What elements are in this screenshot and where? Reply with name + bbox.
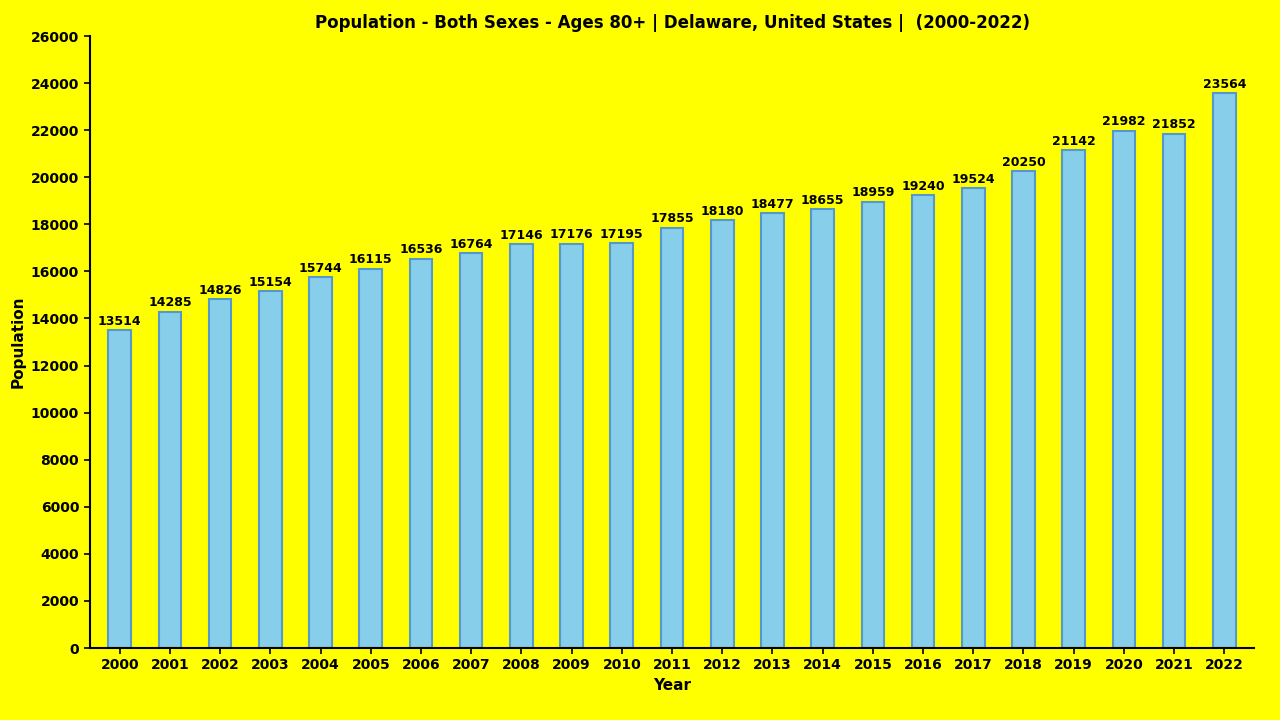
- Bar: [1012, 171, 1034, 648]
- Text: 17176: 17176: [550, 228, 594, 241]
- Bar: [209, 299, 232, 648]
- Bar: [1112, 130, 1135, 648]
- Bar: [511, 244, 532, 648]
- Text: 21982: 21982: [1102, 115, 1146, 128]
- Text: 20250: 20250: [1001, 156, 1046, 169]
- Bar: [611, 243, 634, 648]
- Bar: [1062, 150, 1085, 648]
- Text: 14285: 14285: [148, 297, 192, 310]
- Bar: [561, 243, 582, 648]
- Bar: [1213, 94, 1235, 648]
- Text: 14826: 14826: [198, 284, 242, 297]
- Text: 16764: 16764: [449, 238, 493, 251]
- Text: 18180: 18180: [700, 204, 744, 217]
- Bar: [660, 228, 684, 648]
- Text: 16536: 16536: [399, 243, 443, 256]
- Text: 21852: 21852: [1152, 118, 1196, 131]
- Bar: [812, 209, 833, 648]
- X-axis label: Year: Year: [653, 678, 691, 693]
- Bar: [159, 312, 182, 648]
- Bar: [710, 220, 733, 648]
- Text: 19524: 19524: [951, 173, 995, 186]
- Text: 18959: 18959: [851, 186, 895, 199]
- Text: 17146: 17146: [499, 229, 543, 242]
- Text: 18477: 18477: [750, 198, 794, 211]
- Text: 17855: 17855: [650, 212, 694, 225]
- Bar: [762, 213, 783, 648]
- Text: 15744: 15744: [298, 262, 343, 275]
- Bar: [259, 292, 282, 648]
- Text: 13514: 13514: [97, 315, 142, 328]
- Bar: [360, 269, 381, 648]
- Text: 18655: 18655: [801, 194, 845, 207]
- Bar: [963, 189, 984, 648]
- Text: 16115: 16115: [349, 253, 393, 266]
- Bar: [460, 253, 483, 648]
- Bar: [310, 277, 332, 648]
- Text: 23564: 23564: [1202, 78, 1245, 91]
- Text: 17195: 17195: [600, 228, 644, 241]
- Y-axis label: Population: Population: [10, 296, 26, 388]
- Title: Population - Both Sexes - Ages 80+ | Delaware, United States |  (2000-2022): Population - Both Sexes - Ages 80+ | Del…: [315, 14, 1029, 32]
- Text: 21142: 21142: [1052, 135, 1096, 148]
- Text: 19240: 19240: [901, 180, 945, 193]
- Bar: [109, 330, 131, 648]
- Bar: [410, 258, 433, 648]
- Bar: [911, 195, 934, 648]
- Bar: [861, 202, 884, 648]
- Bar: [1162, 134, 1185, 648]
- Text: 15154: 15154: [248, 276, 292, 289]
